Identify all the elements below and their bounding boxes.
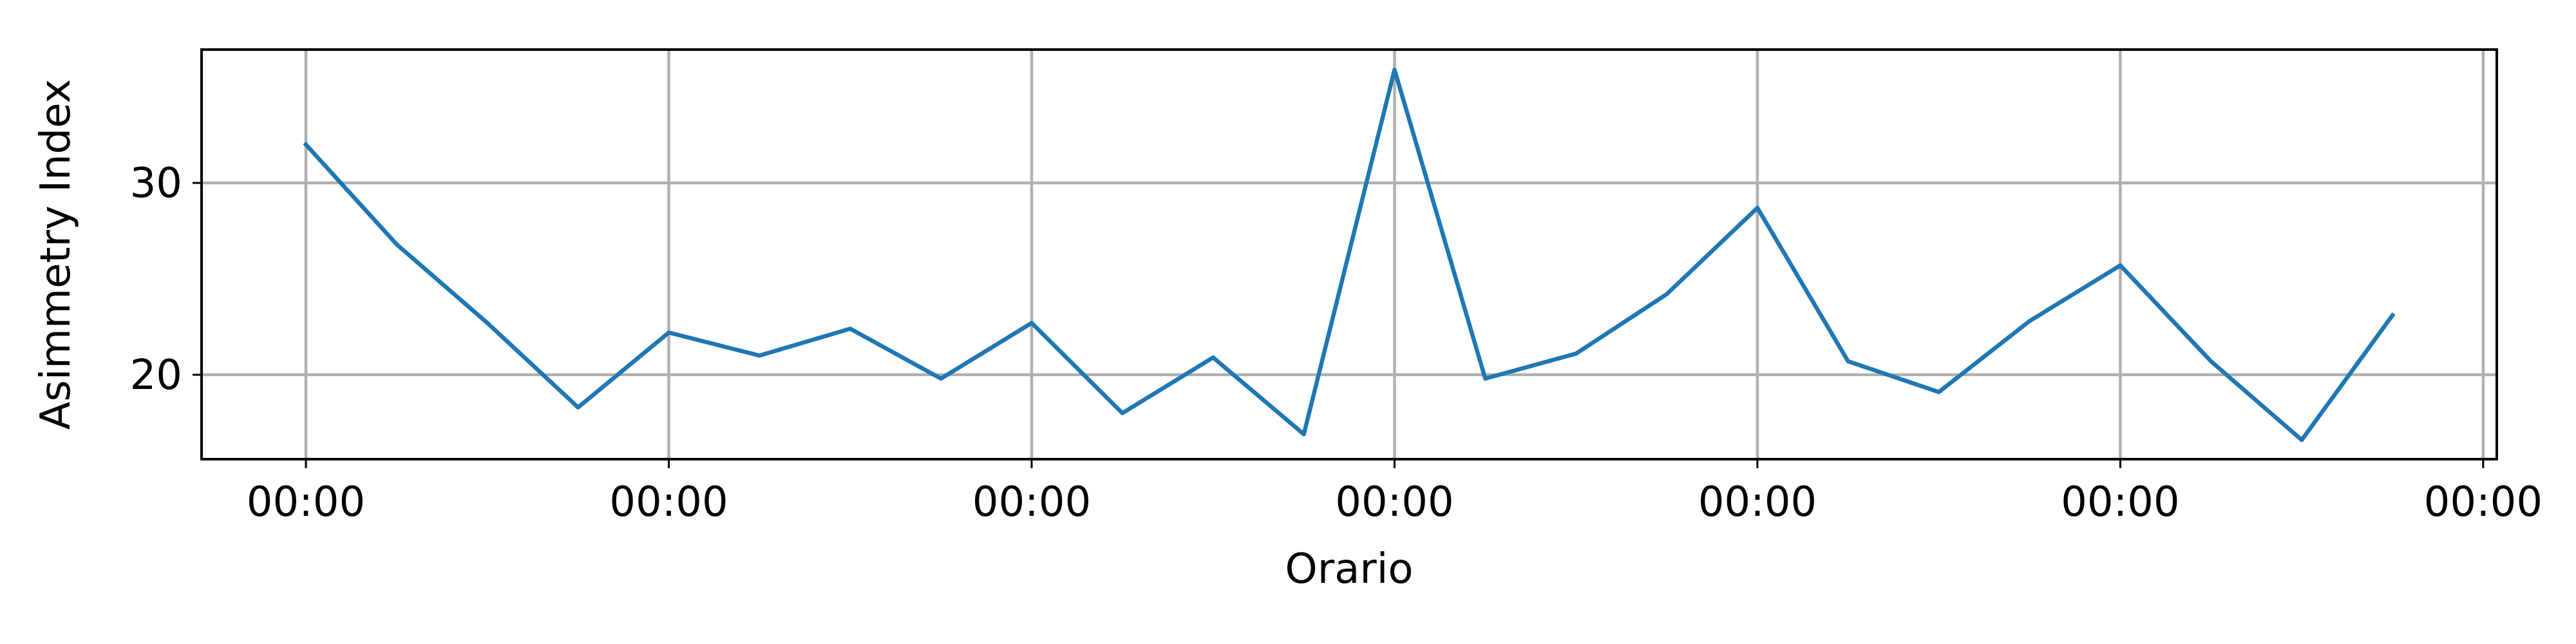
y-axis-label: Asimmetry Index xyxy=(32,79,80,430)
x-tick-label: 00:00 xyxy=(1335,478,1454,526)
data-point xyxy=(667,330,670,334)
data-point xyxy=(1211,355,1215,359)
x-tick-label: 00:00 xyxy=(2061,478,2179,526)
series-layer xyxy=(303,68,2396,442)
data-point xyxy=(2118,263,2122,267)
data-point xyxy=(486,321,489,325)
data-point xyxy=(2391,314,2394,317)
data-point xyxy=(576,406,580,410)
data-point xyxy=(2300,438,2304,442)
series-line xyxy=(303,68,2396,442)
data-point xyxy=(1483,377,1487,381)
data-point xyxy=(1846,359,1850,363)
x-tick-label: 00:00 xyxy=(1698,478,1817,526)
x-tick-label: 00:00 xyxy=(609,478,728,526)
data-point xyxy=(1937,390,1941,394)
y-tick-label: 20 xyxy=(130,352,182,399)
y-tick-label: 30 xyxy=(130,160,182,207)
data-point xyxy=(1665,292,1669,296)
data-point xyxy=(757,354,761,357)
data-point xyxy=(2209,359,2213,363)
x-tick-label: 00:00 xyxy=(972,478,1091,526)
x-tick-label: 00:00 xyxy=(247,478,365,526)
data-point xyxy=(939,377,943,381)
x-tick-label: 00:00 xyxy=(2424,478,2543,526)
data-point xyxy=(1574,352,1578,355)
data-point xyxy=(304,142,308,146)
grid xyxy=(202,50,2497,459)
data-point xyxy=(1121,412,1124,415)
ticks: 00:00 00:00 00:00 00:00 00:00 00:00 00:00 20 30 xyxy=(130,160,2543,526)
x-axis-label: Orario xyxy=(1285,545,1413,593)
data-point xyxy=(1302,432,1306,436)
data-point xyxy=(1030,321,1034,325)
data-point xyxy=(2028,319,2032,323)
plot-frame xyxy=(200,48,2498,460)
data-point xyxy=(395,242,399,246)
data-point xyxy=(1756,206,1759,210)
data-point xyxy=(848,327,852,330)
data-point xyxy=(1392,68,1396,71)
